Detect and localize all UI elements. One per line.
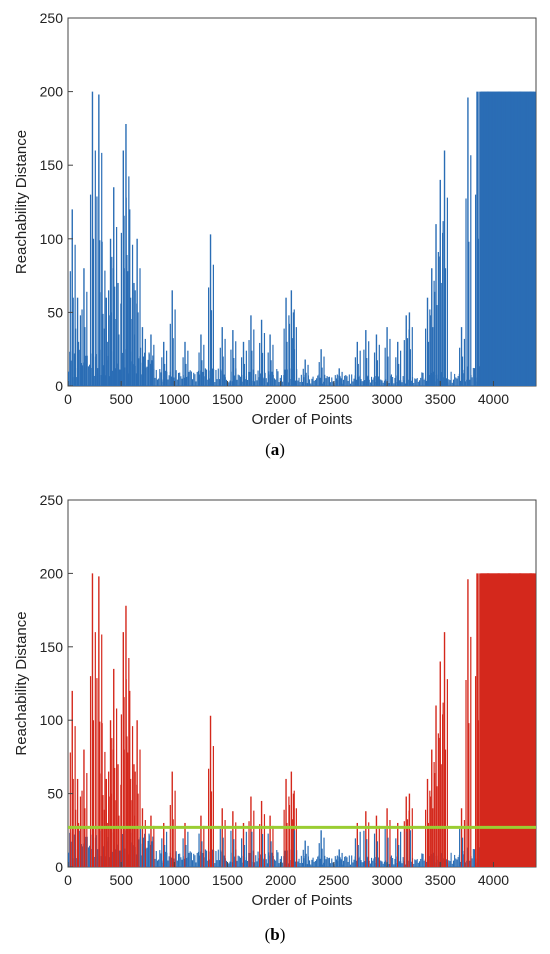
x-tick-label: 2500 — [318, 872, 349, 888]
x-tick-label: 3000 — [372, 391, 403, 407]
plot-area — [67, 17, 537, 387]
y-tick-label: 150 — [40, 157, 64, 173]
bars-group — [67, 573, 536, 867]
panel-caption-b: (b) — [264, 925, 286, 944]
y-tick-label: 50 — [47, 304, 63, 320]
x-axis-label: Order of Points — [252, 411, 353, 428]
x-tick-label: 1500 — [212, 391, 243, 407]
y-tick-label: 100 — [40, 712, 64, 728]
y-tick-label: 200 — [40, 565, 64, 581]
x-tick-label: 3500 — [425, 872, 456, 888]
y-axis-label: Reachability Distance — [13, 130, 30, 274]
panel-caption-a: (a) — [265, 440, 285, 459]
y-tick-label: 50 — [47, 786, 63, 802]
y-tick-label: 100 — [40, 231, 64, 247]
x-tick-label: 1000 — [159, 391, 190, 407]
reachability-plot-a: 0 500 1000 1500 2000 2500 3000 3500 4000 0 50 100 15… — [13, 10, 537, 428]
x-tick-label: 0 — [64, 872, 72, 888]
y-tick-label: 200 — [40, 84, 64, 100]
x-tick-label: 0 — [64, 391, 72, 407]
panel-caption-b-letter: b — [270, 925, 280, 944]
y-tick-label: 250 — [40, 492, 64, 508]
y-axis-label: Reachability Distance — [13, 611, 30, 755]
reachability-plot-b: 0 500 1000 1500 2000 2500 3000 3500 4000 0 50 100 15… — [13, 492, 537, 909]
x-tick-label: 4000 — [478, 391, 509, 407]
x-tick-label: 2000 — [265, 872, 296, 888]
x-tick-label: 3500 — [425, 391, 456, 407]
x-tick-label: 4000 — [478, 872, 509, 888]
y-tick-label: 0 — [55, 378, 63, 394]
bars-group — [67, 91, 536, 386]
chart-panel-a: 0 500 1000 1500 2000 2500 3000 3500 4000 0 50 100 15… — [0, 0, 550, 470]
y-tick-label: 150 — [40, 639, 64, 655]
x-axis-label: Order of Points — [252, 892, 353, 909]
x-tick-label: 500 — [110, 872, 134, 888]
plot-area — [67, 499, 537, 868]
chart-panel-b: 0 500 1000 1500 2000 2500 3000 3500 4000 0 50 100 15… — [0, 480, 550, 954]
y-tick-label: 0 — [55, 859, 63, 875]
y-tick-label: 250 — [40, 10, 64, 26]
x-tick-label: 500 — [110, 391, 134, 407]
x-tick-label: 2500 — [318, 391, 349, 407]
x-tick-label: 3000 — [372, 872, 403, 888]
x-tick-label: 1000 — [159, 872, 190, 888]
x-tick-label: 1500 — [212, 872, 243, 888]
x-tick-label: 2000 — [265, 391, 296, 407]
panel-caption-a-letter: a — [270, 440, 280, 459]
